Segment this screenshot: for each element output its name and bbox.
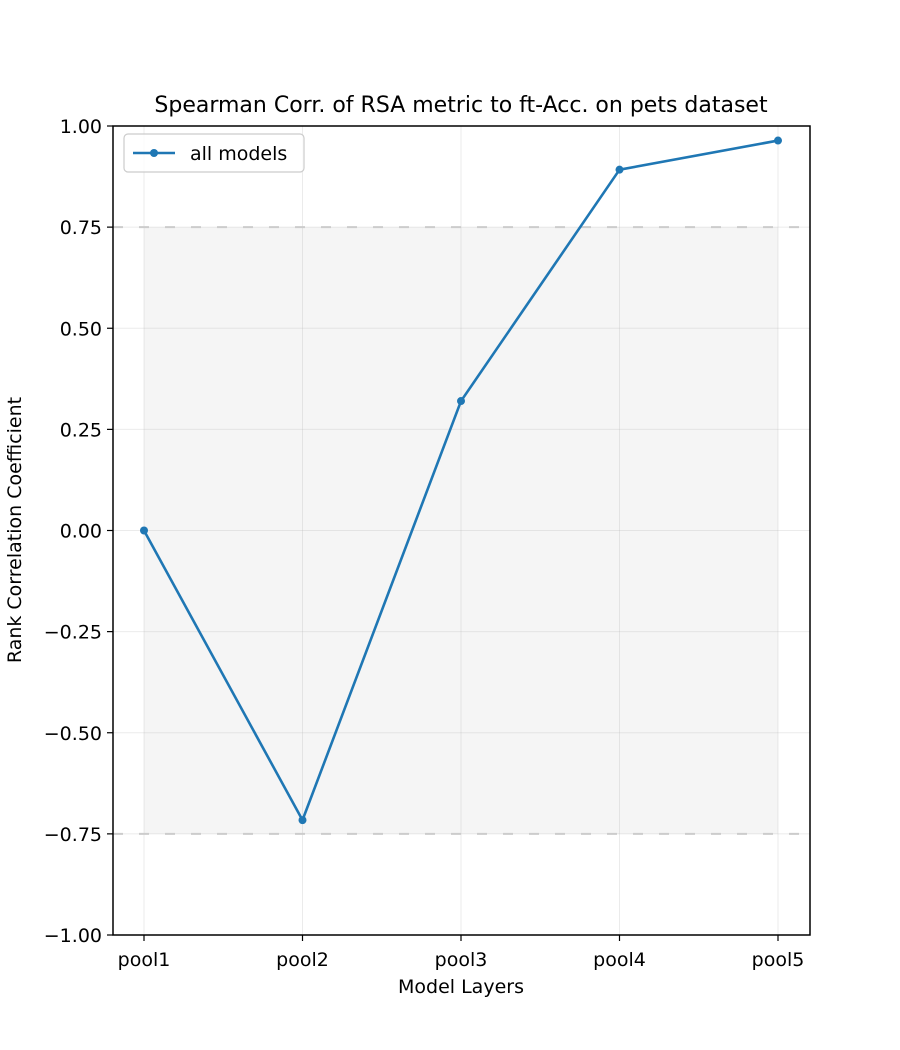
y-axis-label: Rank Correlation Coefficient (4, 397, 26, 663)
legend-label: all models (190, 143, 287, 165)
y-tick-label: −1.00 (44, 925, 102, 947)
data-point (298, 816, 307, 825)
data-point (457, 397, 465, 406)
y-tick-label: −0.75 (44, 824, 102, 846)
data-point (774, 136, 782, 145)
shaded-band (144, 227, 778, 834)
x-axis-label: Model Layers (398, 976, 524, 998)
x-tick-label: pool1 (118, 949, 171, 971)
x-tick-label: pool5 (752, 949, 805, 971)
y-tick-label: 0.50 (60, 318, 102, 340)
legend-box (123, 133, 305, 173)
chart-title: Spearman Corr. of RSA metric to ft-Acc. … (154, 93, 768, 118)
y-tick-label: 1.00 (60, 116, 102, 138)
x-tick-label: pool4 (593, 949, 646, 971)
x-tick-label: pool2 (276, 949, 329, 971)
legend-marker (150, 149, 158, 157)
y-tick-label: −0.50 (44, 723, 102, 745)
y-tick-label: 0.00 (60, 521, 102, 543)
y-tick-label: 0.75 (60, 217, 102, 239)
y-tick-label: 0.25 (60, 419, 102, 441)
data-point (140, 526, 148, 535)
legend: all models (123, 133, 305, 173)
y-tick-label: −0.25 (44, 622, 102, 644)
x-tick-label: pool3 (435, 949, 488, 971)
data-point (615, 165, 624, 174)
